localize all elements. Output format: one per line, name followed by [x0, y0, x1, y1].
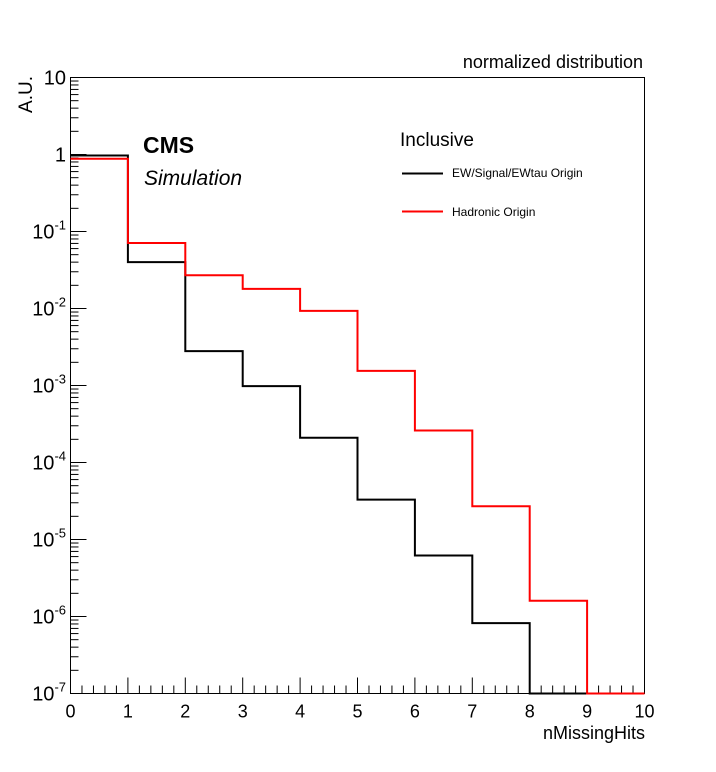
- x-tick-label: 0: [65, 702, 75, 722]
- x-tick-label: 5: [352, 702, 362, 722]
- x-axis-label: nMissingHits: [543, 723, 645, 743]
- x-tick-label: 7: [467, 702, 477, 722]
- x-tick-label: 10: [634, 702, 654, 722]
- x-tick-label: 8: [525, 702, 535, 722]
- experiment-label: CMS: [143, 132, 194, 158]
- x-tick-label: 4: [295, 702, 305, 722]
- series-line-1: [70, 157, 645, 695]
- series-line-0: [70, 154, 645, 695]
- x-tick-label: 6: [410, 702, 420, 722]
- legend-label-ew: EW/Signal/EWtau Origin: [452, 166, 583, 180]
- y-tick-label: 10-3: [32, 372, 66, 398]
- y-tick-label: 10-5: [32, 526, 66, 552]
- x-tick-label: 9: [582, 702, 592, 722]
- legend-header: Inclusive: [400, 130, 474, 151]
- y-tick-label: 10-7: [32, 680, 66, 706]
- y-axis: 10-7 10-6 10-5 10-4 10-3 10-2 10-1 1 10: [32, 68, 87, 706]
- chart-title: normalized distribution: [463, 52, 643, 72]
- status-label: Simulation: [144, 167, 242, 190]
- y-tick-label: 10-6: [32, 603, 66, 629]
- series-layer: [70, 154, 645, 695]
- x-axis: 0 1 2 3 4 5 6 7 8 9 10: [65, 677, 655, 722]
- y-tick-label: 10: [44, 68, 66, 90]
- x-tick-label: 2: [180, 702, 190, 722]
- y-tick-label: 1: [55, 145, 66, 167]
- x-tick-label: 1: [123, 702, 133, 722]
- y-tick-label: 10-2: [32, 295, 66, 321]
- y-axis-label: A.U.: [16, 76, 37, 113]
- x-tick-label: 3: [238, 702, 248, 722]
- legend-label-hadronic: Hadronic Origin: [452, 205, 535, 219]
- y-tick-label: 10-1: [32, 218, 66, 244]
- legend: Inclusive EW/Signal/EWtau Origin Hadroni…: [400, 130, 583, 219]
- y-tick-label: 10-4: [32, 449, 66, 475]
